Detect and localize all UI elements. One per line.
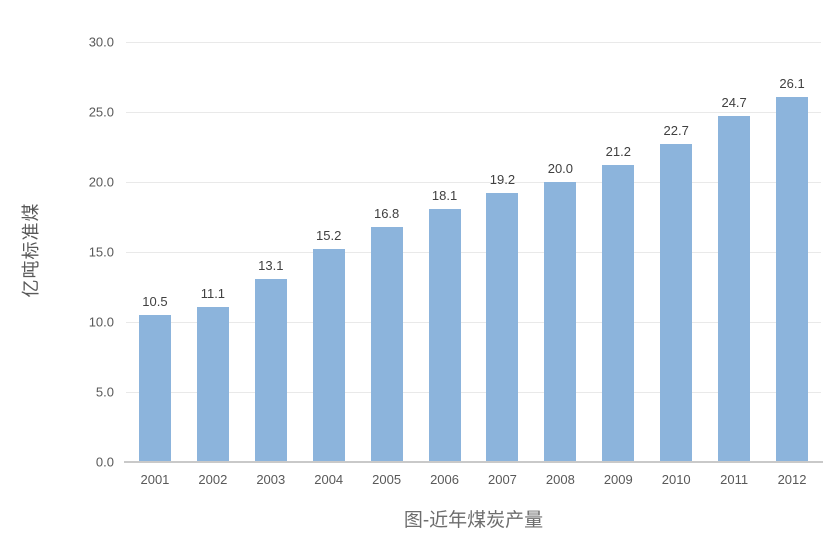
bar-value-label: 26.1 bbox=[779, 75, 805, 91]
bar-value-label: 11.1 bbox=[200, 285, 226, 301]
bar-2011 bbox=[718, 116, 751, 462]
bar-2004 bbox=[312, 249, 345, 462]
bar-value-label: 19.2 bbox=[489, 172, 516, 188]
x-tick-label: 2011 bbox=[720, 472, 749, 487]
bar-value-label: 21.2 bbox=[605, 144, 631, 160]
x-tick-label: 2005 bbox=[372, 472, 402, 487]
bar-2005 bbox=[370, 226, 403, 462]
x-tick-label: 2004 bbox=[314, 472, 344, 487]
y-tick-label: 10.0 bbox=[88, 314, 114, 330]
x-tick-label: 2006 bbox=[430, 472, 459, 487]
x-tick-label: 2009 bbox=[603, 472, 633, 487]
bar-2006 bbox=[428, 208, 461, 462]
bar-value-label: 24.7 bbox=[721, 95, 747, 111]
bar-value-label: 18.1 bbox=[431, 187, 458, 203]
gridline bbox=[126, 252, 821, 253]
y-tick-label: 0.0 bbox=[95, 454, 114, 470]
gridline bbox=[126, 392, 821, 393]
gridline bbox=[126, 112, 821, 113]
chart-title: 图-近年煤炭产量 bbox=[403, 510, 544, 531]
gridline bbox=[126, 182, 821, 183]
bar-value-label: 10.5 bbox=[142, 294, 168, 309]
y-tick-label: 5.0 bbox=[95, 384, 114, 400]
bar-2001 bbox=[138, 315, 171, 462]
bar-2007 bbox=[486, 193, 519, 462]
gridline bbox=[126, 322, 821, 323]
bar-value-label: 15.2 bbox=[316, 228, 342, 244]
y-tick-label: 25.0 bbox=[88, 104, 114, 120]
bar-value-label: 16.8 bbox=[373, 205, 400, 221]
x-tick-label: 2007 bbox=[487, 472, 517, 487]
bar-2008 bbox=[544, 182, 577, 462]
bar-2009 bbox=[602, 165, 635, 462]
y-axis-title: 亿吨标准煤 bbox=[21, 202, 41, 298]
bar-2002 bbox=[196, 306, 229, 462]
y-tick-label: 15.0 bbox=[88, 244, 114, 260]
y-tick-label: 30.0 bbox=[88, 34, 114, 50]
x-tick-label: 2001 bbox=[140, 472, 170, 487]
bar-2012 bbox=[776, 96, 809, 462]
bar-value-label: 13.1 bbox=[258, 257, 284, 273]
bar-value-label: 20.0 bbox=[547, 161, 574, 176]
x-axis-line bbox=[124, 461, 823, 463]
y-tick-label: 20.0 bbox=[88, 174, 114, 190]
bar-2003 bbox=[254, 278, 287, 462]
x-tick-label: 2008 bbox=[545, 472, 575, 487]
x-tick-label: 2010 bbox=[661, 472, 691, 487]
bar-value-label: 22.7 bbox=[663, 123, 689, 139]
x-tick-label: 2003 bbox=[256, 472, 286, 487]
x-tick-label: 2002 bbox=[198, 472, 228, 487]
bar-2010 bbox=[660, 144, 693, 462]
gridline bbox=[126, 42, 821, 43]
x-tick-label: 2012 bbox=[777, 472, 807, 487]
